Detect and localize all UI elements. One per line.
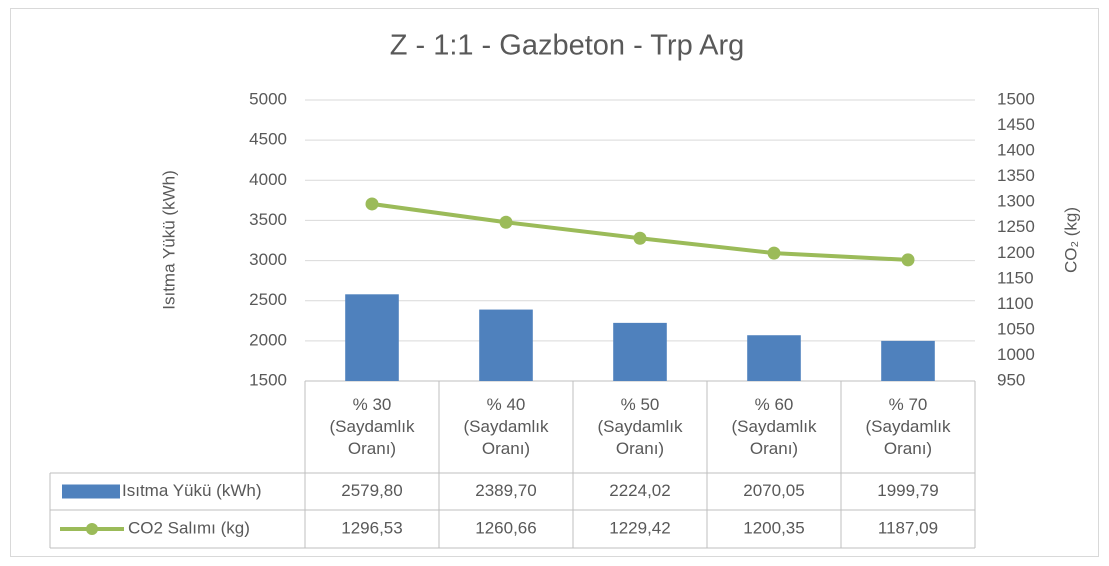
bar <box>345 294 399 381</box>
line-marker <box>499 215 513 229</box>
y-tick-label: 4500 <box>249 130 287 149</box>
x-tick-label: % 40 (Saydamlık Oranı) <box>463 395 549 458</box>
table-value: 1229,42 <box>609 518 670 537</box>
y2-tick-label: 1350 <box>997 166 1035 185</box>
y2-tick-label: 950 <box>997 370 1025 389</box>
bar <box>613 322 667 381</box>
chart-title: Z - 1:1 - Gazbeton - Trp Arg <box>390 30 745 62</box>
y-axis-title: Isıtma Yükü (kWh) <box>159 170 178 310</box>
table-value: 1187,09 <box>878 518 938 537</box>
bar <box>479 309 533 381</box>
line-marker <box>633 231 647 245</box>
legend-key-marker <box>86 523 98 535</box>
y2-axis-title: CO₂ (kg) <box>1061 207 1080 273</box>
y-tick-label: 3000 <box>249 250 287 269</box>
table-value: 2224,02 <box>609 481 670 500</box>
line-marker <box>901 253 915 267</box>
y2-tick-label: 1150 <box>997 268 1034 287</box>
y2-tick-label: 1500 <box>997 89 1035 108</box>
y-tick-label: 5000 <box>249 89 287 108</box>
table-value: 1296,53 <box>341 518 402 537</box>
y-tick-label: 4000 <box>249 170 287 189</box>
legend-label: Isıtma Yükü (kWh) <box>122 481 262 500</box>
y2-tick-label: 1000 <box>997 345 1035 364</box>
legend-key <box>62 484 120 499</box>
y2-tick-label: 1450 <box>997 115 1035 134</box>
table-value: 2389,70 <box>475 481 536 500</box>
y-tick-label: 1500 <box>249 370 287 389</box>
y2-tick-label: 1250 <box>997 217 1035 236</box>
bar <box>881 340 935 381</box>
y-tick-label: 2000 <box>249 330 287 349</box>
x-tick-label: % 30 (Saydamlık Oranı) <box>329 395 415 458</box>
table-value: 1260,66 <box>475 518 536 537</box>
y2-tick-label: 1300 <box>997 192 1035 211</box>
x-tick-label: % 60 (Saydamlık Oranı) <box>731 395 817 458</box>
line-marker <box>365 197 379 211</box>
legend-label: CO2 Salımı (kg) <box>128 518 250 537</box>
table-value: 1200,35 <box>743 518 804 537</box>
y2-tick-label: 1050 <box>997 319 1035 338</box>
table-value: 1999,79 <box>877 481 938 500</box>
y-tick-label: 3500 <box>249 210 287 229</box>
y-tick-label: 2500 <box>249 290 287 309</box>
y2-tick-label: 1400 <box>997 141 1035 160</box>
y2-tick-label: 1100 <box>997 294 1034 313</box>
line-marker <box>767 246 781 260</box>
table-value: 2579,80 <box>341 481 402 500</box>
bar <box>747 335 801 381</box>
x-tick-label: % 50 (Saydamlık Oranı) <box>597 395 683 458</box>
table-value: 2070,05 <box>743 481 804 500</box>
y2-tick-label: 1200 <box>997 243 1035 262</box>
x-tick-label: % 70 (Saydamlık Oranı) <box>865 395 951 458</box>
